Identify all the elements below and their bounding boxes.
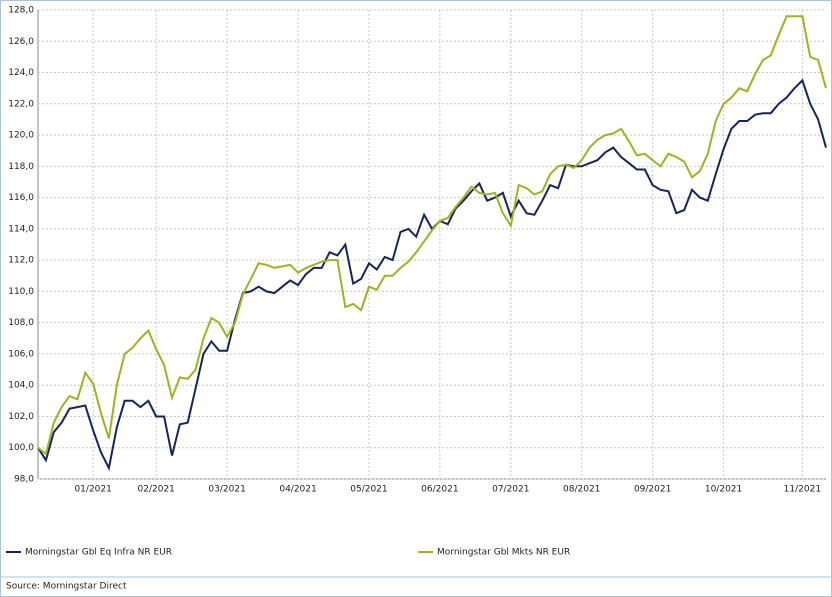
legend-label: Morningstar Gbl Eq Infra NR EUR: [25, 548, 172, 558]
y-tick-label: 118,0: [8, 162, 34, 172]
series-line: [37, 15, 827, 456]
x-tick-label: 10/2021: [705, 485, 742, 495]
y-tick-label: 114,0: [8, 224, 34, 234]
y-tick-label: 120,0: [8, 131, 34, 141]
y-tick-label: 122,0: [8, 99, 34, 109]
y-tick-label: 110,0: [8, 287, 34, 297]
x-tick-label: 07/2021: [492, 485, 529, 495]
y-tick-label: 128,0: [8, 6, 34, 16]
y-tick-label: 104,0: [8, 381, 34, 391]
x-tick-label: 01/2021: [74, 485, 111, 495]
y-tick-label: 102,0: [8, 412, 34, 422]
y-tick-label: 124,0: [8, 68, 34, 78]
y-tick-label: 108,0: [8, 318, 34, 328]
source: Source: Morningstar Direct: [6, 582, 127, 592]
x-tick-label: 08/2021: [563, 485, 600, 495]
y-tick-label: 112,0: [8, 256, 34, 266]
x-tick-label: 05/2021: [350, 485, 387, 495]
y-tick-label: 116,0: [8, 193, 34, 203]
x-tick-label: 03/2021: [208, 485, 245, 495]
x-tick-label: 11/2021: [784, 485, 821, 495]
legend-label: Morningstar Gbl Mkts NR EUR: [437, 548, 570, 558]
x-tick-label: 04/2021: [279, 485, 316, 495]
y-tick-label: 126,0: [8, 37, 34, 47]
y-tick-label: 106,0: [8, 349, 34, 359]
x-tick-label: 02/2021: [138, 485, 175, 495]
y-tick-label: 100,0: [8, 443, 34, 453]
x-tick-label: 06/2021: [421, 485, 458, 495]
y-tick-label: 98,0: [14, 475, 34, 485]
x-tick-label: 09/2021: [634, 485, 671, 495]
